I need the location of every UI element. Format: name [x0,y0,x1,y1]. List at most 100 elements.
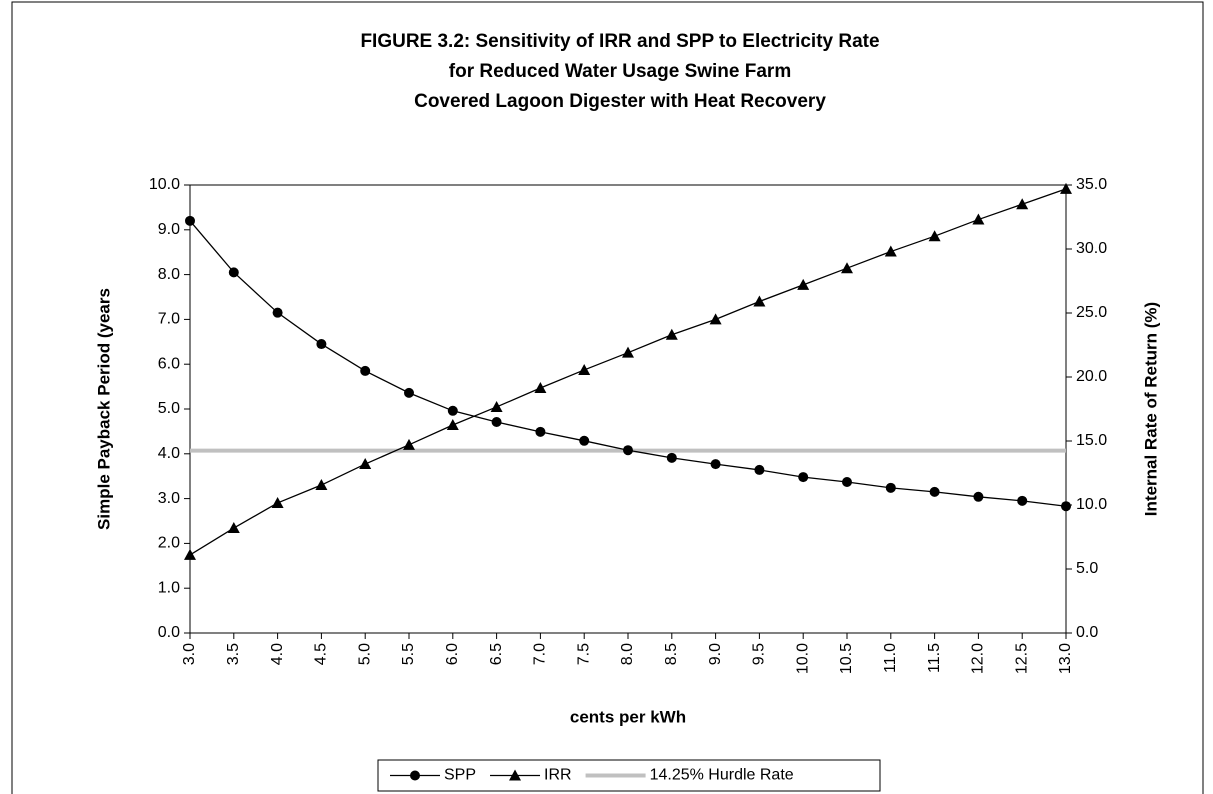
point [1016,198,1029,210]
point [360,365,371,376]
y-tick-label: 1.0 [158,579,180,596]
point [447,405,458,416]
point [710,459,721,470]
y-axis-title: Simple Payback Period (years [94,288,113,530]
y-tick-label: 6.0 [158,355,180,372]
series-line [189,188,1067,556]
point [623,445,633,456]
point [973,491,984,502]
y-tick-label: 3.0 [158,490,180,507]
y2-tick-label: 30.0 [1076,240,1107,257]
point [535,426,546,437]
point [928,230,941,242]
y-tick-label: 0.0 [158,624,180,641]
legend [377,759,881,792]
x-tick-label: 5.5 [400,643,417,665]
point [579,435,590,446]
y-tick-label: 10.0 [149,176,180,193]
chart-border [11,1,1204,794]
x-tick-label: 8.5 [663,643,680,665]
point [754,464,765,475]
y2-tick-label: 25.0 [1076,304,1107,321]
x-tick-label: 6.0 [444,643,461,665]
chart-title: Covered Lagoon Digester with Heat Recove… [414,91,826,112]
x-tick-label: 9.0 [707,643,724,665]
x-tick-label: 4.0 [269,643,286,665]
x-tick-label: 3.0 [181,643,198,665]
legend-label: IRR [544,767,572,784]
point [404,387,414,398]
point [578,363,591,375]
point [446,419,459,430]
x-tick-label: 10.0 [794,643,811,674]
x-tick-label: 4.5 [313,643,330,665]
point [184,548,196,560]
point [709,313,722,325]
y2-tick-label: 15.0 [1076,432,1107,449]
point [797,278,810,290]
point [316,339,327,350]
x-tick-label: 8.0 [619,643,636,665]
point [972,213,985,225]
point [490,400,503,412]
point [929,486,940,497]
y-tick-label: 2.0 [158,535,180,552]
point [1060,182,1072,194]
point [534,382,547,394]
series-line [189,220,1067,507]
x-tick-label: 3.5 [225,643,242,665]
y-tick-label: 8.0 [158,266,180,283]
legend-marker [509,769,522,781]
point [359,458,372,470]
point [403,438,415,450]
point [1017,495,1028,506]
x-tick-label: 5.0 [356,643,373,665]
x-tick-label: 11.5 [926,643,943,673]
x-tick-label: 7.5 [575,643,592,665]
point [272,307,283,318]
y2-tick-label: 5.0 [1076,560,1098,577]
x-tick-label: 6.5 [488,643,505,665]
x-tick-label: 12.5 [1013,643,1030,674]
legend-label: 14.25% Hurdle Rate [650,767,794,784]
x-tick-label: 13.0 [1057,643,1074,674]
point [271,496,284,508]
x-tick-label: 11.0 [882,643,899,673]
chart-title: FIGURE 3.2: Sensitivity of IRR and SPP t… [360,31,879,52]
y-tick-label: 5.0 [158,400,180,417]
x-axis-title: cents per kWh [570,707,686,726]
point [185,215,195,226]
point [622,346,634,358]
point [841,262,853,274]
point [491,416,502,427]
x-tick-label: 12.0 [970,643,987,674]
y2-tick-label: 0.0 [1076,624,1098,641]
point [885,482,896,493]
point [228,267,239,278]
point [884,245,897,257]
y-tick-label: 9.0 [158,221,180,238]
point [1061,501,1071,512]
y-tick-label: 7.0 [158,311,180,328]
legend-marker [410,770,420,781]
y2-tick-label: 20.0 [1076,368,1107,385]
point [753,295,766,307]
point [666,452,677,463]
plot-area [189,184,1067,634]
x-tick-label: 10.5 [838,643,855,674]
y2-axis-title: Internal Rate of Return (%) [1141,302,1160,516]
point [665,328,678,340]
chart-title: for Reduced Water Usage Swine Farm [449,61,791,82]
point [227,522,240,534]
legend-label: SPP [444,767,476,784]
x-tick-label: 7.0 [532,643,549,665]
point [798,472,809,483]
point [315,479,328,491]
point [842,477,852,488]
y-tick-label: 4.0 [158,445,180,462]
y2-tick-label: 10.0 [1076,496,1107,513]
x-tick-label: 9.5 [751,643,768,665]
y2-tick-label: 35.0 [1076,176,1107,193]
